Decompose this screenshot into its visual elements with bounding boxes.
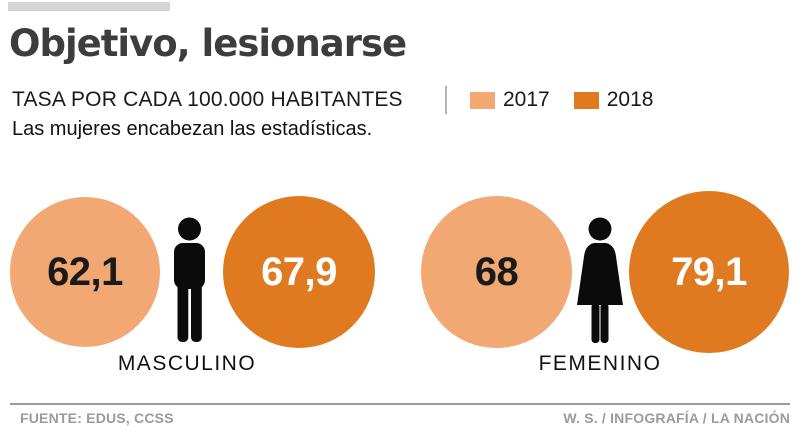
group-label-femenino: FEMENINO [538, 352, 662, 375]
legend: 2017 2018 [470, 88, 669, 111]
female-figure-icon [576, 217, 624, 350]
legend-swatch-2018 [573, 91, 599, 109]
legend-swatch-2017 [470, 91, 495, 109]
male-figure-icon [167, 217, 212, 349]
footer-source: FUENTE: EDUS, CCSS [20, 410, 174, 426]
group-label-masculino: MASCULINO [117, 352, 257, 375]
footer-divider [10, 403, 790, 405]
footer-credit: W. S. / INFOGRAFÍA / LA NACIÓN [563, 410, 790, 426]
chart-subtitle: Las mujeres encabezan las estadísticas. [12, 118, 373, 140]
circle-masculino-2018: 67,9 [223, 196, 375, 348]
value-femenino-2017: 68 [474, 249, 519, 294]
page-title: Objetivo, lesionarse [9, 22, 407, 65]
circle-masculino-2017: 62,1 [10, 197, 160, 347]
legend-label-2017: 2017 [503, 88, 550, 111]
value-femenino-2018: 79,1 [671, 249, 747, 294]
value-masculino-2017: 62,1 [47, 249, 123, 294]
circle-femenino-2017: 68 [421, 196, 572, 348]
rate-kicker: TASA POR CADA 100.000 HABITANTES [12, 88, 403, 111]
value-masculino-2018: 67,9 [261, 249, 337, 294]
legend-divider [445, 86, 447, 114]
legend-label-2018: 2018 [606, 88, 654, 111]
top-accent-bar [8, 2, 170, 11]
circle-femenino-2018: 79,1 [629, 191, 789, 353]
